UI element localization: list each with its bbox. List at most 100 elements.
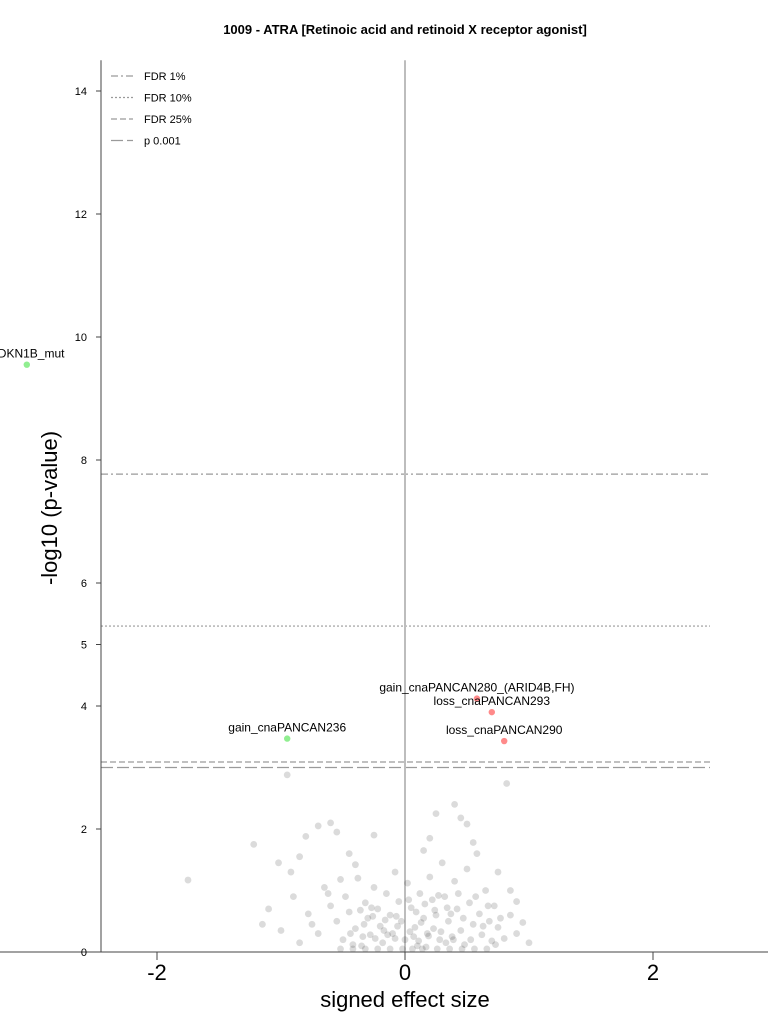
- data-point: [443, 904, 451, 912]
- data-point: [399, 945, 406, 953]
- data-point: [364, 914, 372, 922]
- data-point: [407, 904, 415, 912]
- data-point: [366, 931, 374, 939]
- data-point: [333, 828, 341, 836]
- data-point: [473, 850, 481, 857]
- legend-label: FDR 1%: [144, 71, 186, 83]
- data-point: [461, 941, 468, 949]
- data-point: [416, 890, 424, 897]
- data-point: [420, 914, 427, 922]
- data-point: [447, 910, 455, 918]
- data-point: [324, 890, 332, 897]
- data-point: [426, 834, 434, 842]
- legend-label: FDR 10%: [144, 93, 192, 105]
- data-point: [463, 820, 471, 828]
- data-point: [381, 916, 389, 924]
- highlighted-point: [473, 695, 481, 702]
- data-point: [314, 822, 322, 830]
- data-point: [383, 890, 390, 897]
- background-points: [184, 771, 533, 953]
- data-point: [503, 780, 511, 787]
- data-point: [352, 925, 359, 933]
- data-point: [451, 801, 458, 808]
- data-point: [483, 945, 491, 953]
- data-point: [423, 930, 431, 937]
- data-point: [471, 945, 478, 953]
- data-point: [420, 847, 427, 854]
- data-point: [412, 908, 420, 916]
- data-point: [304, 910, 312, 918]
- data-point: [442, 939, 450, 947]
- data-point: [368, 904, 375, 912]
- data-point: [469, 839, 477, 846]
- data-point: [384, 931, 392, 939]
- data-point: [490, 902, 498, 910]
- y-ticks: 0 2 4 5 6 8 10 12 14: [75, 86, 101, 959]
- data-point: [437, 928, 445, 936]
- data-point: [327, 902, 334, 910]
- x-axis-title: signed effect size: [320, 987, 490, 1012]
- data-point: [391, 935, 399, 942]
- data-point: [333, 917, 341, 925]
- data-point: [448, 933, 456, 941]
- data-point: [421, 900, 429, 908]
- data-point: [478, 931, 486, 939]
- data-point: [250, 840, 258, 848]
- data-point: [405, 896, 413, 904]
- data-point: [457, 814, 465, 822]
- data-point: [349, 945, 357, 953]
- data-point: [409, 945, 416, 953]
- data-point: [484, 902, 492, 910]
- y-tick-label: 4: [81, 701, 87, 713]
- x-tick-label: 0: [399, 960, 411, 985]
- data-point: [337, 876, 344, 883]
- data-point: [432, 911, 440, 919]
- data-point: [410, 933, 418, 941]
- data-point: [430, 925, 437, 933]
- y-tick-label: 8: [81, 455, 87, 467]
- y-tick-label: 2: [81, 824, 87, 836]
- data-point: [435, 892, 442, 899]
- data-point: [369, 912, 377, 920]
- data-point: [347, 930, 354, 937]
- data-point: [466, 899, 473, 907]
- data-point: [296, 853, 303, 861]
- data-point: [457, 927, 465, 934]
- data-point: [392, 912, 400, 920]
- y-tick-label: 5: [81, 640, 87, 652]
- data-point: [370, 884, 378, 891]
- y-tick-label: 10: [75, 332, 87, 344]
- data-point: [354, 874, 362, 882]
- data-point: [371, 935, 379, 942]
- data-point: [302, 832, 310, 840]
- data-point: [513, 898, 520, 905]
- data-point: [425, 932, 432, 940]
- data-point: [492, 941, 499, 949]
- data-point: [374, 945, 382, 953]
- data-point: [431, 906, 439, 914]
- data-point: [404, 879, 411, 887]
- data-point: [352, 861, 359, 869]
- data-point: [391, 868, 399, 876]
- legend-label: FDR 25%: [144, 114, 192, 126]
- data-point: [380, 927, 388, 934]
- data-point: [360, 920, 368, 928]
- y-tick-label: 0: [81, 947, 87, 959]
- data-point: [386, 911, 394, 919]
- data-point: [296, 939, 303, 947]
- data-point: [345, 908, 353, 916]
- y-tick-label: 6: [81, 578, 87, 590]
- data-point: [445, 917, 452, 925]
- data-point: [467, 936, 475, 944]
- data-point: [432, 810, 440, 818]
- data-point: [436, 936, 444, 944]
- data-point: [349, 941, 357, 949]
- data-point: [339, 936, 347, 944]
- data-point: [327, 819, 334, 827]
- highlighted-point: [488, 708, 495, 716]
- data-point: [513, 930, 520, 937]
- data-point: [401, 936, 409, 944]
- data-point: [446, 945, 454, 953]
- data-point: [389, 930, 396, 937]
- data-point: [358, 942, 365, 950]
